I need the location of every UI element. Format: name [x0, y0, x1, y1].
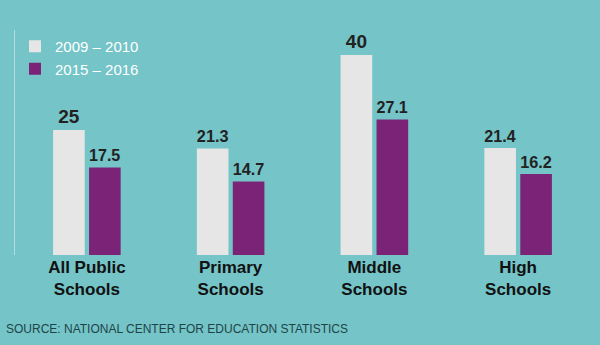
svg-text:2015 – 2016: 2015 – 2016	[55, 61, 138, 78]
svg-text:PrimarySchools: PrimarySchools	[198, 258, 264, 299]
svg-text:All PublicSchools: All PublicSchools	[48, 258, 125, 299]
svg-text:25: 25	[58, 106, 80, 127]
svg-text:40: 40	[346, 31, 367, 52]
svg-text:21.4: 21.4	[484, 127, 515, 145]
svg-text:2009 – 2010: 2009 – 2010	[55, 38, 138, 55]
svg-text:17.5: 17.5	[89, 146, 120, 164]
svg-text:14.7: 14.7	[233, 160, 265, 178]
svg-text:21.3: 21.3	[197, 127, 229, 145]
svg-text:MiddleSchools: MiddleSchools	[341, 258, 407, 299]
svg-text:SOURCE: NATIONAL CENTER FOR ED: SOURCE: NATIONAL CENTER FOR EDUCATION ST…	[6, 322, 348, 336]
svg-text:16.2: 16.2	[520, 153, 552, 171]
svg-text:HighSchools: HighSchools	[485, 258, 551, 299]
svg-text:27.1: 27.1	[377, 98, 408, 116]
